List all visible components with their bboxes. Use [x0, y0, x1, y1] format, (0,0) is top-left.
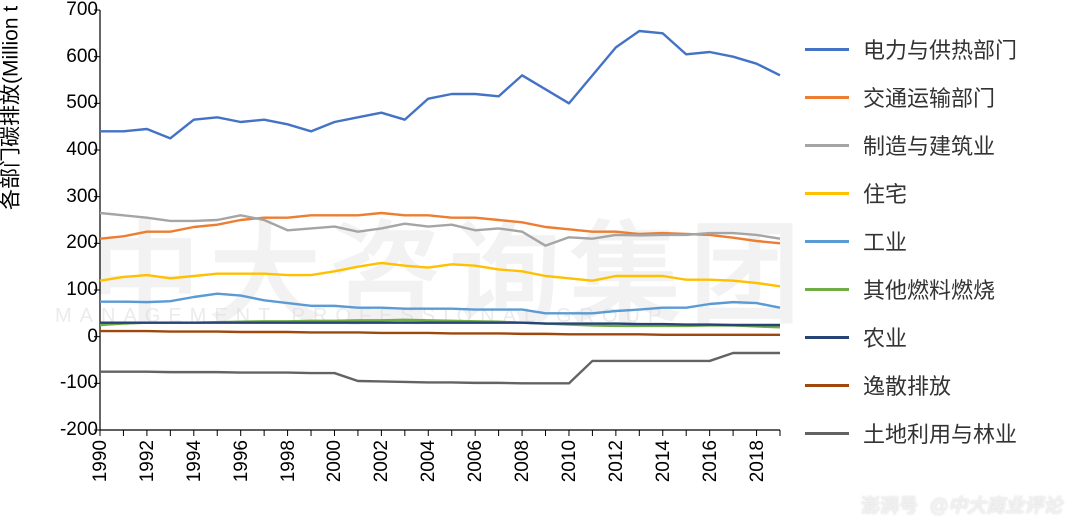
- x-tick-label: 1996: [231, 440, 253, 482]
- x-tick-label: 2004: [418, 440, 440, 482]
- legend-label: 农业: [863, 321, 907, 353]
- legend-label: 制造与建筑业: [863, 129, 995, 161]
- legend-item-other_fuel: 其他燃料燃烧: [805, 265, 1065, 313]
- y-tick-label: 700: [66, 0, 98, 21]
- y-tick-label: 200: [66, 232, 98, 254]
- legend-swatch: [805, 240, 849, 243]
- legend-item-fugitive: 逸散排放: [805, 361, 1065, 409]
- attribution: 澎湃号 @中大商业评论: [861, 491, 1062, 518]
- legend-label: 逸散排放: [863, 369, 951, 401]
- legend-swatch: [805, 336, 849, 339]
- series-agriculture: [100, 323, 780, 325]
- x-tick-label: 1990: [90, 440, 112, 482]
- y-tick-label: -100: [60, 372, 98, 394]
- legend: 电力与供热部门交通运输部门制造与建筑业住宅工业其他燃料燃烧农业逸散排放土地利用与…: [805, 25, 1065, 457]
- y-tick-label: 100: [66, 279, 98, 301]
- x-tick-label: 2012: [606, 440, 628, 482]
- y-tick-label: 500: [66, 92, 98, 114]
- x-tick-label: 2006: [465, 440, 487, 482]
- x-tick-label: 2008: [512, 440, 534, 482]
- legend-swatch: [805, 48, 849, 51]
- legend-label: 住宅: [863, 177, 907, 209]
- line-chart: 中大咨询集团 MANAGEMENT PROFESSIONAL GROUP 各部门…: [0, 0, 1080, 524]
- y-tick-label: 600: [66, 46, 98, 68]
- legend-item-manuf_constr: 制造与建筑业: [805, 121, 1065, 169]
- y-tick-label: 0: [87, 326, 98, 348]
- legend-item-lulucf: 土地利用与林业: [805, 409, 1065, 457]
- x-tick-label: 1992: [137, 440, 159, 482]
- y-tick-label: -200: [60, 419, 98, 441]
- legend-label: 土地利用与林业: [863, 417, 1017, 449]
- x-tick-label: 1998: [278, 440, 300, 482]
- attribution-text: @中大商业评论: [929, 496, 1062, 517]
- series-power_heat: [100, 31, 780, 138]
- legend-item-transport: 交通运输部门: [805, 73, 1065, 121]
- series-transport: [100, 213, 780, 243]
- legend-swatch: [805, 96, 849, 99]
- x-tick-label: 2018: [747, 440, 769, 482]
- x-tick-label: 1994: [184, 440, 206, 482]
- series-industry: [100, 294, 780, 314]
- series-lulucf: [100, 353, 780, 383]
- legend-label: 交通运输部门: [863, 81, 995, 113]
- legend-label: 电力与供热部门: [863, 33, 1017, 65]
- x-tick-label: 2014: [653, 440, 675, 482]
- series-residential: [100, 263, 780, 286]
- x-tick-label: 2002: [371, 440, 393, 482]
- x-tick-label: 2010: [559, 440, 581, 482]
- legend-swatch: [805, 192, 849, 195]
- legend-item-residential: 住宅: [805, 169, 1065, 217]
- y-tick-label: 300: [66, 186, 98, 208]
- series-fugitive: [100, 331, 780, 335]
- attribution-logo: 澎湃号: [861, 496, 918, 517]
- legend-item-industry: 工业: [805, 217, 1065, 265]
- legend-label: 工业: [863, 225, 907, 257]
- series-manuf_constr: [100, 213, 780, 246]
- plot-area: [100, 10, 780, 430]
- legend-swatch: [805, 144, 849, 147]
- legend-item-power_heat: 电力与供热部门: [805, 25, 1065, 73]
- legend-label: 其他燃料燃烧: [863, 273, 995, 305]
- legend-item-agriculture: 农业: [805, 313, 1065, 361]
- legend-swatch: [805, 432, 849, 435]
- y-tick-label: 400: [66, 139, 98, 161]
- x-tick-label: 2000: [324, 440, 346, 482]
- legend-swatch: [805, 384, 849, 387]
- y-axis-label: 各部门碳排放(Million t CO2e): [0, 0, 26, 210]
- legend-swatch: [805, 288, 849, 291]
- x-tick-label: 2016: [700, 440, 722, 482]
